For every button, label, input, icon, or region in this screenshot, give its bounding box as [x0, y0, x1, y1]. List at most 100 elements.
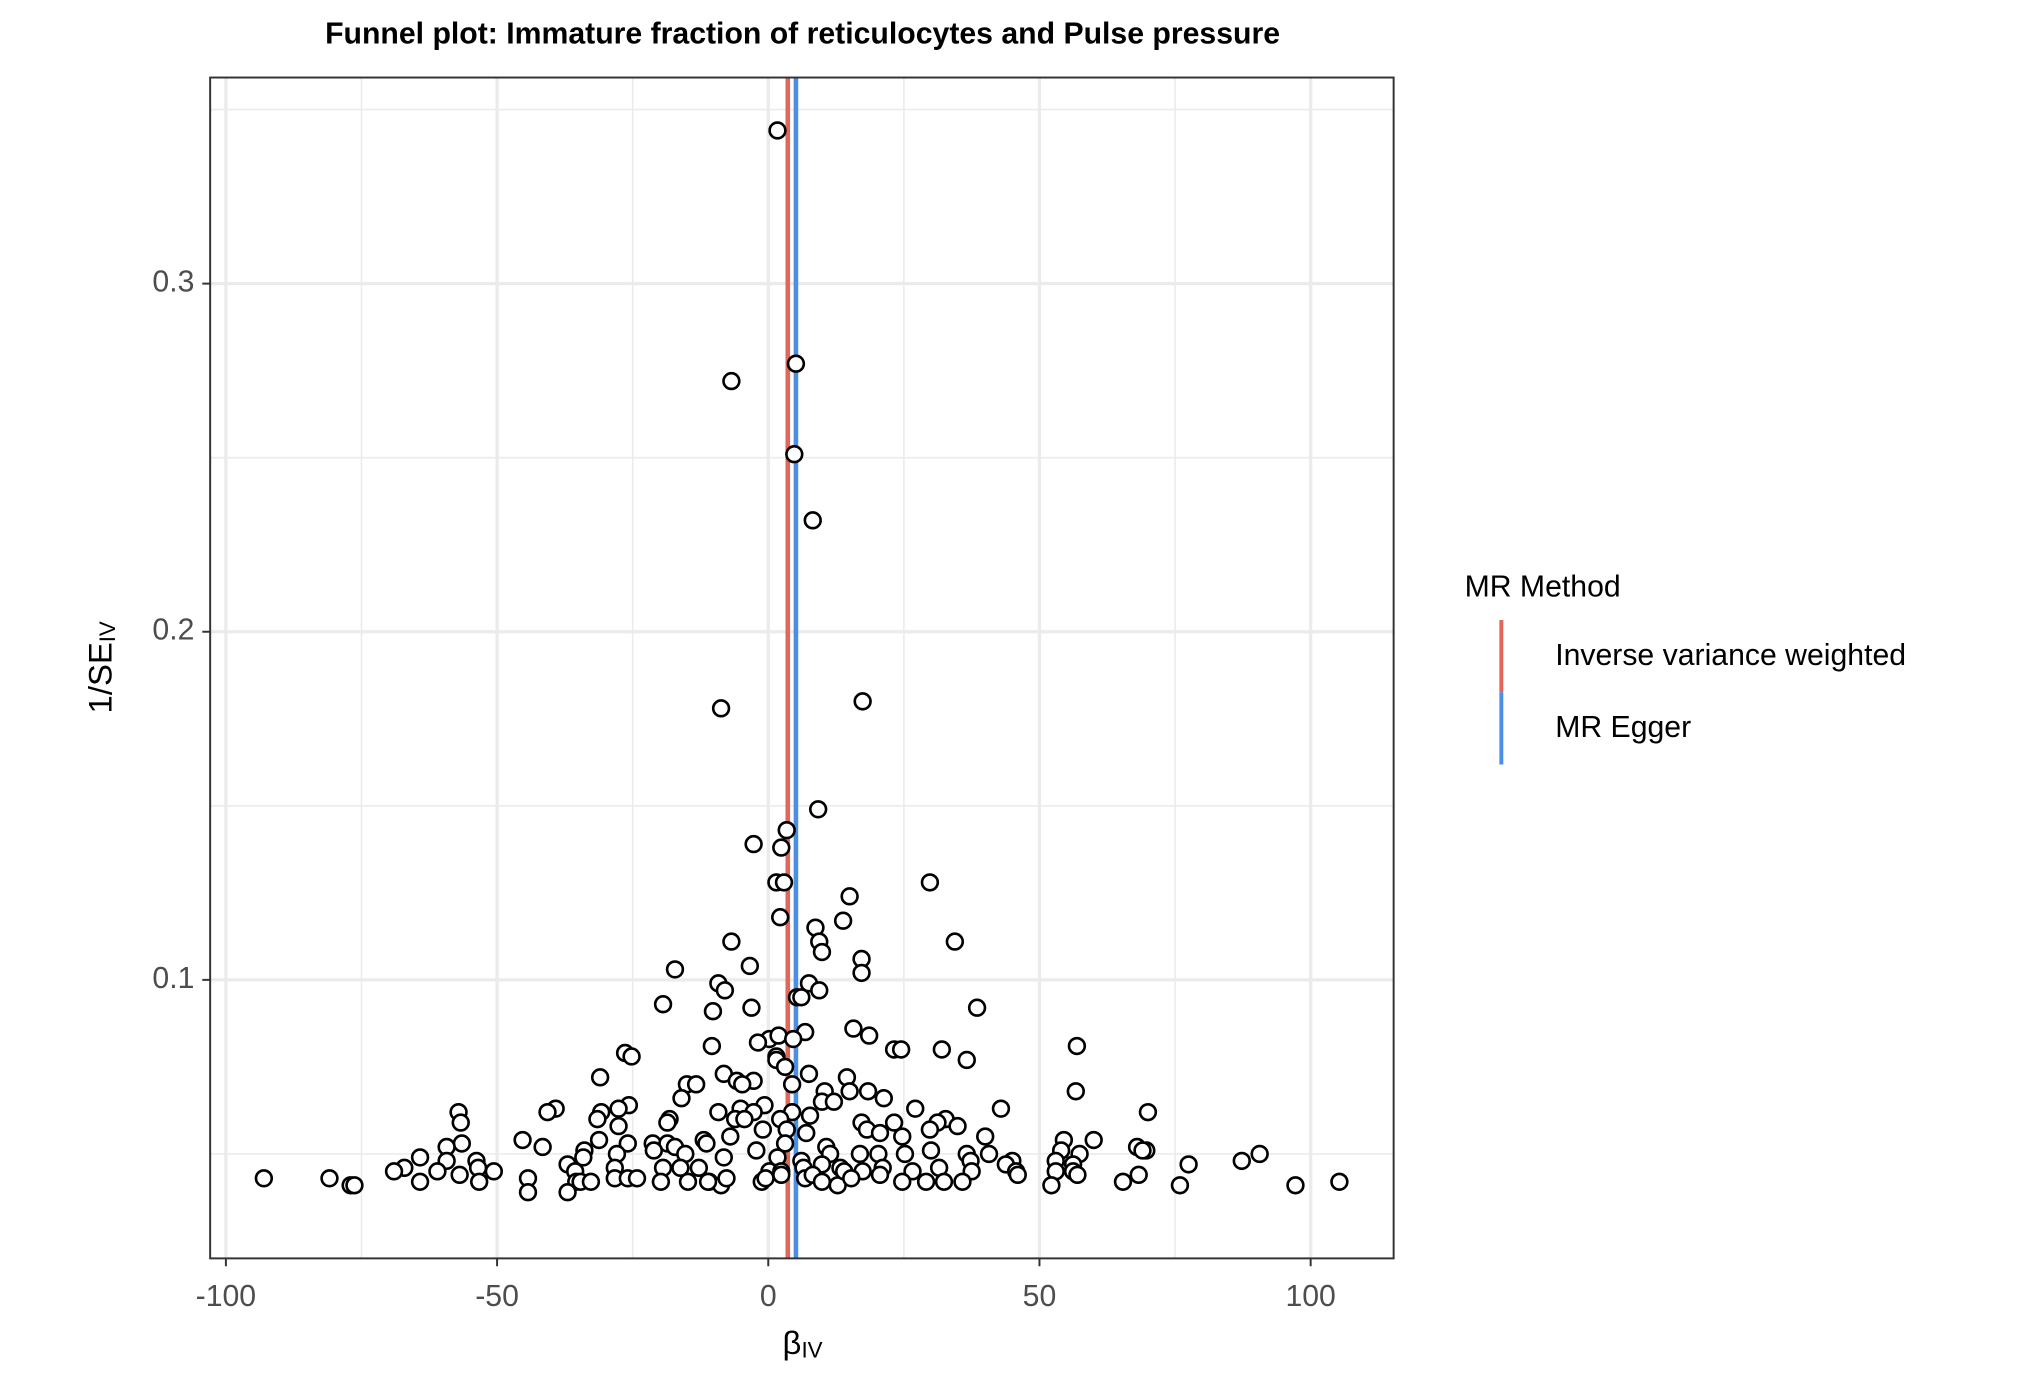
point	[574, 1148, 593, 1167]
point	[1232, 1151, 1251, 1171]
point	[906, 1099, 925, 1118]
point	[658, 1113, 677, 1132]
point	[874, 1089, 893, 1108]
point	[842, 1169, 861, 1188]
point	[1250, 1144, 1269, 1164]
point	[702, 1036, 722, 1056]
point	[609, 1116, 628, 1136]
point	[774, 873, 794, 892]
x-tick-label: -50	[475, 1280, 519, 1313]
point	[1066, 1082, 1085, 1101]
point	[934, 1172, 954, 1191]
point	[744, 834, 763, 854]
point	[735, 1109, 754, 1129]
point	[1170, 1176, 1190, 1195]
point	[784, 1029, 803, 1049]
point	[979, 1144, 999, 1164]
point	[345, 1176, 364, 1195]
point	[810, 981, 829, 1000]
point	[653, 995, 673, 1014]
point	[771, 908, 790, 927]
point	[797, 1123, 816, 1143]
point	[853, 692, 872, 711]
point	[1286, 1176, 1305, 1195]
point	[320, 1169, 339, 1188]
point	[957, 1050, 976, 1070]
point	[799, 1064, 819, 1084]
point	[469, 1172, 489, 1191]
point	[721, 1127, 740, 1146]
point	[859, 1026, 879, 1045]
point	[748, 1033, 768, 1052]
point	[870, 1123, 890, 1143]
y-axis-label: 1/SEIV	[81, 621, 120, 713]
point	[1084, 1130, 1103, 1150]
point	[932, 1040, 952, 1059]
point	[953, 1172, 972, 1191]
point	[714, 1148, 733, 1167]
point	[948, 1116, 967, 1136]
point	[884, 1113, 904, 1132]
panel-border	[209, 76, 1395, 1260]
point	[777, 820, 796, 840]
point	[644, 1141, 664, 1160]
point	[840, 1082, 859, 1101]
point	[558, 1183, 577, 1202]
legend: MR Method Inverse variance weighted MR Eg…	[1465, 570, 1906, 765]
point	[895, 1144, 915, 1164]
point	[709, 1102, 728, 1122]
point	[893, 1127, 912, 1146]
point	[742, 998, 761, 1017]
point	[1042, 1176, 1061, 1195]
legend-title: MR Method	[1465, 570, 1621, 603]
point	[916, 1172, 936, 1191]
point	[782, 1075, 802, 1094]
point	[945, 932, 965, 951]
x-tick-label: 100	[1285, 1280, 1335, 1313]
y-axis-label-sub: IV	[95, 621, 120, 642]
point	[893, 1172, 912, 1191]
point	[518, 1183, 538, 1202]
point	[665, 960, 685, 979]
point	[976, 1127, 995, 1146]
point	[1008, 1165, 1027, 1185]
point	[1129, 1165, 1148, 1185]
point	[711, 699, 731, 718]
point	[450, 1165, 469, 1185]
point	[812, 1172, 832, 1191]
point	[672, 1089, 691, 1108]
point	[254, 1169, 274, 1188]
point	[513, 1130, 532, 1150]
point	[452, 1134, 472, 1153]
point	[792, 988, 811, 1007]
x-axis-label-main: β	[783, 1324, 802, 1361]
point	[538, 1102, 557, 1122]
point	[775, 1057, 795, 1077]
point	[733, 1075, 752, 1094]
point	[769, 1026, 788, 1045]
point	[808, 800, 828, 819]
point	[484, 1162, 504, 1181]
point	[678, 1172, 698, 1191]
point	[1138, 1102, 1158, 1122]
chart-title: Funnel plot: Immature fraction of reticu…	[325, 17, 1280, 50]
point	[921, 1141, 941, 1160]
point	[786, 354, 806, 373]
point	[870, 1165, 890, 1185]
point	[920, 1120, 940, 1139]
point	[671, 1158, 690, 1178]
x-axis-label-sub: IV	[801, 1338, 822, 1363]
point	[590, 1068, 610, 1087]
point	[844, 1019, 863, 1038]
point	[722, 371, 741, 391]
point	[768, 121, 787, 140]
point	[689, 1158, 709, 1178]
point	[410, 1172, 430, 1191]
x-tick-label: -100	[196, 1280, 256, 1313]
point	[772, 1165, 791, 1185]
point	[428, 1162, 447, 1181]
x-tick-label: 0	[760, 1280, 777, 1313]
point	[698, 1172, 718, 1191]
point	[920, 873, 940, 892]
